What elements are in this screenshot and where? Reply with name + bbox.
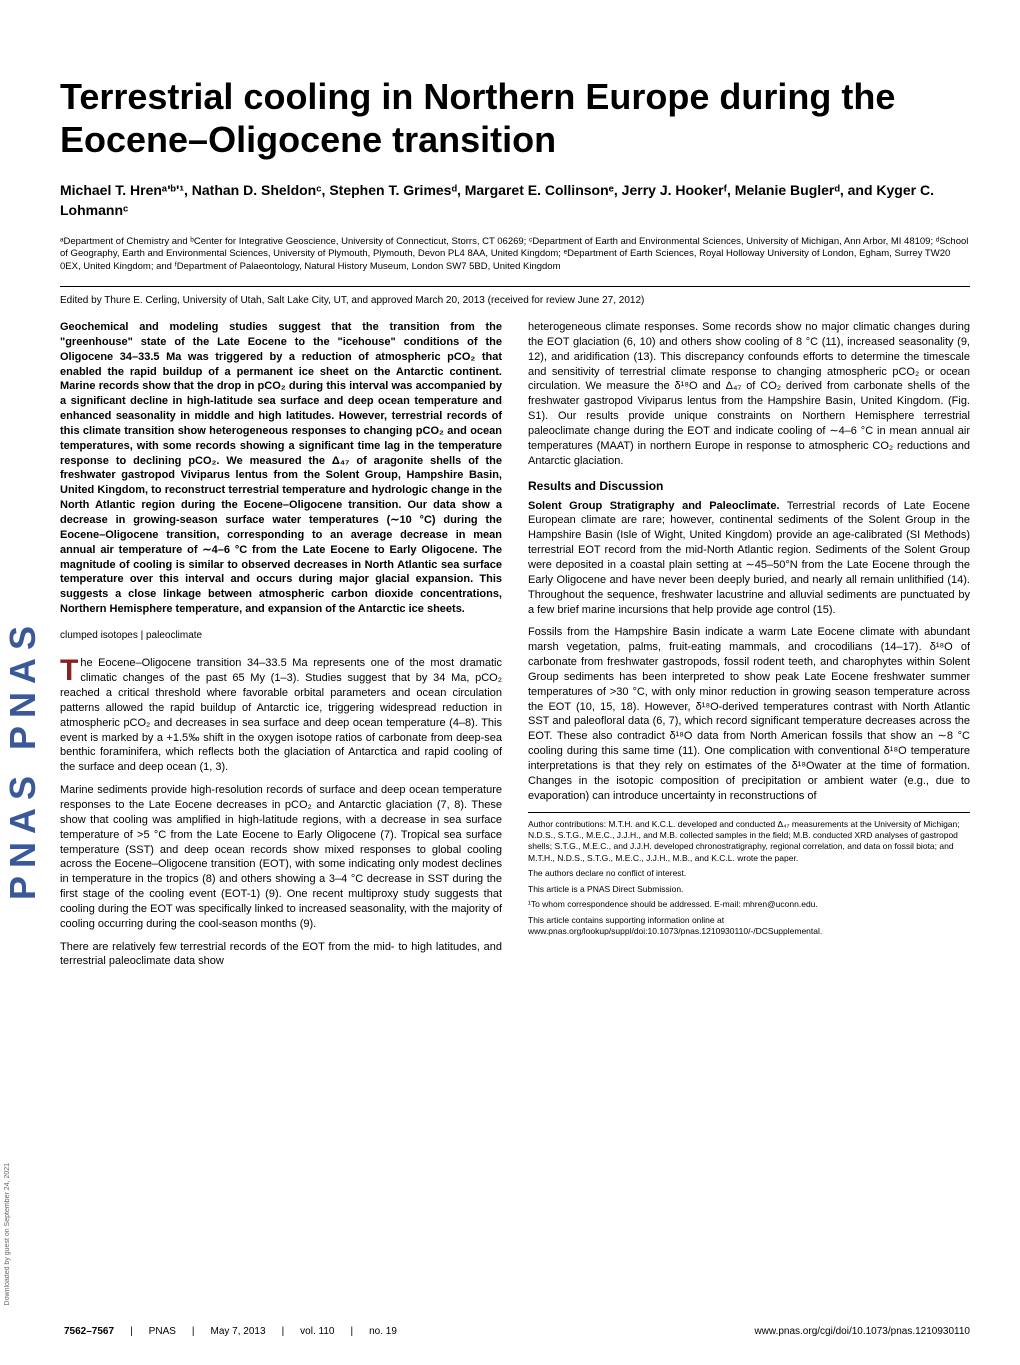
footer-notes: Author contributions: M.T.H. and K.C.L. … (528, 812, 970, 938)
abstract-text: Geochemical and modeling studies suggest… (60, 320, 502, 617)
authors-line: Michael T. Hrenᵃ'ᵇ'¹, Nathan D. Sheldonᶜ… (60, 181, 970, 220)
keywords: clumped isotopes | paleoclimate (60, 629, 502, 643)
separator: | (126, 1326, 137, 1337)
subsection-heading: Solent Group Stratigraphy and Paleoclima… (528, 500, 780, 512)
separator: | (278, 1326, 289, 1337)
right-paragraph-2: Solent Group Stratigraphy and Paleoclima… (528, 499, 970, 618)
sidebar: PNAS PNAS Downloaded by guest on Septemb… (0, 0, 30, 1365)
footer-doi: www.pnas.org/cgi/doi/10.1073/pnas.121093… (754, 1326, 970, 1337)
page-footer: 7562–7567 | PNAS | May 7, 2013 | vol. 11… (60, 1326, 970, 1337)
footer-left: 7562–7567 | PNAS | May 7, 2013 | vol. 11… (60, 1326, 401, 1337)
article-content: Terrestrial cooling in Northern Europe d… (60, 0, 970, 977)
right-paragraph-1: heterogeneous climate responses. Some re… (528, 320, 970, 468)
right-column: heterogeneous climate responses. Some re… (528, 320, 970, 977)
conflict-statement: The authors declare no conflict of inter… (528, 868, 970, 879)
volume: vol. 110 (296, 1326, 338, 1337)
author-contributions: Author contributions: M.T.H. and K.C.L. … (528, 819, 970, 865)
right-p2-text: Terrestrial records of Late Eocene Europ… (528, 500, 970, 616)
issue-date: May 7, 2013 (207, 1326, 270, 1337)
supporting-info: This article contains supporting informa… (528, 915, 970, 938)
edited-by-line: Edited by Thure E. Cerling, University o… (60, 286, 970, 306)
intro-paragraph-3: There are relatively few terrestrial rec… (60, 940, 502, 970)
issue-number: no. 19 (365, 1326, 401, 1337)
separator: | (346, 1326, 357, 1337)
pnas-logo: PNAS PNAS (2, 300, 28, 900)
right-paragraph-3: Fossils from the Hampshire Basin indicat… (528, 625, 970, 803)
intro-p1-text: he Eocene–Oligocene transition 34–33.5 M… (60, 657, 502, 773)
intro-paragraph-1: The Eocene–Oligocene transition 34–33.5 … (60, 656, 502, 775)
dropcap: T (60, 658, 78, 684)
article-title: Terrestrial cooling in Northern Europe d… (60, 75, 970, 161)
submission-statement: This article is a PNAS Direct Submission… (528, 884, 970, 895)
affiliations: ᵃDepartment of Chemistry and ᵇCenter for… (60, 236, 970, 274)
download-note: Downloaded by guest on September 24, 202… (4, 1163, 11, 1305)
intro-paragraph-2: Marine sediments provide high-resolution… (60, 783, 502, 931)
left-column: Geochemical and modeling studies suggest… (60, 320, 502, 977)
journal-name: PNAS (145, 1326, 180, 1337)
separator: | (188, 1326, 199, 1337)
section-heading-results: Results and Discussion (528, 478, 970, 494)
correspondence: ¹To whom correspondence should be addres… (528, 899, 970, 910)
two-column-layout: Geochemical and modeling studies suggest… (60, 320, 970, 977)
page-range: 7562–7567 (60, 1326, 118, 1337)
